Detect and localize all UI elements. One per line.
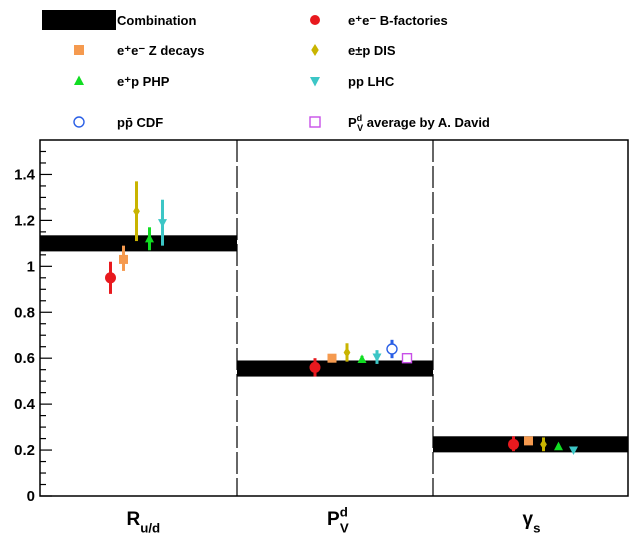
category-dividers <box>237 140 433 496</box>
y-tick-label: 1.2 <box>14 212 35 229</box>
point-marker <box>133 206 140 217</box>
data-point <box>403 354 412 363</box>
y-tick-label: 0.8 <box>14 304 35 321</box>
plot-area: 0 0.2 0.4 0.6 0.8 1 1.2 1.4 Ru/d Pd V γs <box>14 140 628 536</box>
legend-marker <box>310 117 320 127</box>
point-marker <box>310 362 321 373</box>
point-marker <box>119 255 128 264</box>
data-point <box>387 340 397 358</box>
legend-label: Combination <box>117 13 196 28</box>
point-marker <box>328 354 337 363</box>
legend-label: Pd V average by A. David <box>348 113 490 133</box>
point-marker <box>344 347 351 358</box>
legend-label: e⁺e⁻ B-factories <box>348 13 448 28</box>
legend-entry: e±p DIS <box>311 43 396 58</box>
data-point <box>524 436 533 445</box>
data-point <box>133 181 140 241</box>
x-category-label-0: Ru/d <box>127 509 161 536</box>
legend-marker <box>74 45 84 55</box>
legend-label: pp̄ CDF <box>117 115 163 130</box>
legend-entry: Combination <box>42 10 196 30</box>
point-marker <box>524 436 533 445</box>
point-marker <box>158 219 167 228</box>
legend-marker <box>310 77 320 87</box>
point-marker <box>403 354 412 363</box>
legend-label: e±p DIS <box>348 43 396 58</box>
x-category-label-1: Pd V <box>327 504 349 535</box>
legend: Combination e⁺e⁻ B-factories e⁺e⁻ Z decays… <box>42 10 490 133</box>
legend-entry: pp LHC <box>310 74 395 89</box>
combination-band-0 <box>40 235 237 251</box>
y-tick-label: 1.4 <box>14 166 36 183</box>
x-axis: Ru/d Pd V γs <box>127 504 541 535</box>
legend-marker <box>74 117 84 127</box>
legend-marker <box>311 44 319 56</box>
data-point <box>358 354 367 363</box>
y-tick-label: 0 <box>27 488 35 505</box>
legend-entry: pp̄ CDF <box>74 115 163 130</box>
y-axis: 0 0.2 0.4 0.6 0.8 1 1.2 1.4 <box>14 151 52 505</box>
point-marker <box>358 354 367 363</box>
legend-label: e⁺e⁻ Z decays <box>117 43 204 58</box>
legend-marker <box>310 15 320 25</box>
legend-entry: e⁺p PHP <box>74 74 170 89</box>
legend-entry: e⁺e⁻ B-factories <box>310 13 448 28</box>
legend-label: pp LHC <box>348 74 395 89</box>
legend-marker <box>74 76 84 86</box>
legend-entry: Pd V average by A. David <box>310 113 490 133</box>
point-marker <box>387 344 397 354</box>
x-category-label-2: γs <box>523 509 541 536</box>
combination-bands <box>40 235 628 452</box>
y-tick-label: 0.2 <box>14 442 35 459</box>
y-tick-label: 0.4 <box>14 396 36 413</box>
data-point <box>344 343 351 361</box>
data-points <box>105 181 578 455</box>
y-tick-label: 1 <box>27 258 35 275</box>
legend-marker <box>42 10 116 30</box>
data-point <box>328 354 337 363</box>
point-marker <box>508 439 519 450</box>
data-point <box>105 262 116 294</box>
point-marker <box>105 272 116 283</box>
y-tick-label: 0.6 <box>14 350 35 367</box>
legend-label: e⁺p PHP <box>117 74 170 89</box>
legend-entry: e⁺e⁻ Z decays <box>74 43 204 58</box>
